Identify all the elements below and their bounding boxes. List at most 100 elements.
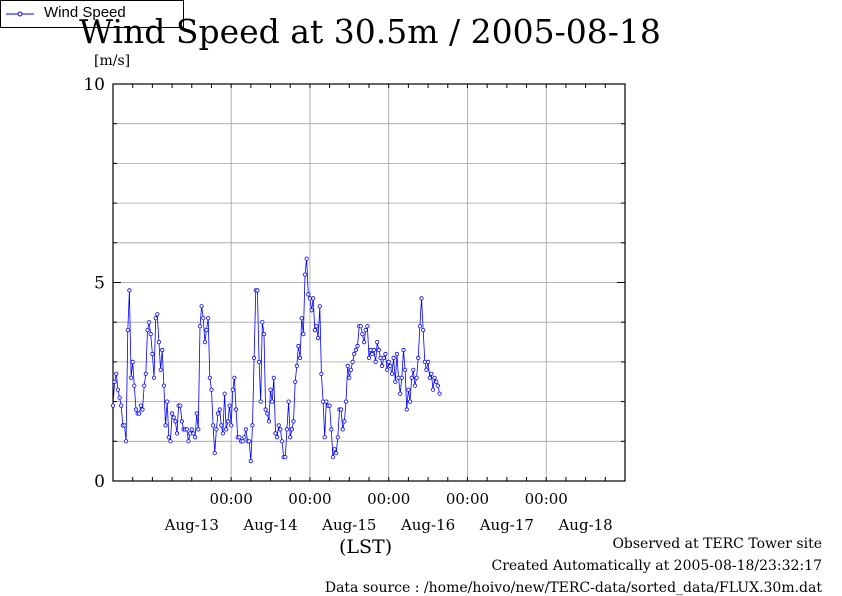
data-point	[352, 351, 357, 357]
data-point	[202, 339, 207, 345]
data-point	[430, 387, 436, 392]
data-point	[350, 359, 355, 364]
data-point	[427, 375, 432, 380]
data-point	[110, 403, 116, 408]
data-point	[302, 272, 308, 277]
data-point	[265, 411, 270, 416]
data-point	[315, 335, 321, 341]
data-point	[422, 359, 427, 364]
data-point	[155, 312, 160, 317]
data-point	[404, 407, 409, 412]
data-point	[376, 347, 381, 353]
x-tick-label: Aug-18	[557, 516, 612, 534]
data-point	[345, 363, 350, 368]
data-point	[273, 431, 278, 436]
data-point	[129, 375, 134, 380]
data-point	[171, 415, 176, 420]
data-point	[342, 419, 347, 424]
data-point	[296, 343, 301, 349]
data-point	[197, 324, 203, 329]
data-point	[206, 316, 211, 321]
data-point	[363, 327, 368, 333]
data-point	[222, 391, 227, 396]
data-point	[384, 367, 390, 372]
data-point	[411, 367, 416, 372]
data-point	[401, 347, 406, 353]
data-point	[219, 423, 224, 428]
data-point	[132, 383, 137, 388]
legend: Wind Speed	[0, 0, 184, 28]
data-point	[284, 427, 289, 432]
data-point	[211, 423, 216, 428]
data-point	[291, 419, 296, 424]
data-point	[288, 435, 293, 440]
data-point	[266, 419, 271, 424]
data-point	[225, 419, 230, 424]
data-point	[312, 327, 317, 333]
y-tick-label: 0	[94, 472, 105, 492]
data-point	[142, 383, 147, 388]
data-point	[212, 451, 217, 456]
data-point	[232, 375, 237, 380]
data-point	[229, 423, 234, 428]
data-point	[314, 324, 319, 329]
data-point	[115, 387, 121, 392]
data-point	[389, 371, 395, 376]
data-point	[324, 399, 329, 404]
data-point	[261, 331, 267, 337]
data-point	[150, 351, 155, 357]
x-tick-label: 00:00	[525, 490, 568, 508]
data-point	[258, 399, 263, 404]
data-point	[407, 399, 413, 404]
data-point	[379, 363, 385, 368]
data-point	[161, 383, 166, 388]
data-point	[240, 439, 245, 444]
data-point	[301, 331, 306, 337]
data-point	[429, 371, 434, 376]
data-point	[186, 439, 191, 444]
data-point	[421, 327, 426, 333]
data-point	[383, 351, 388, 357]
x-tick-label: Aug-13	[164, 516, 219, 534]
legend-label: Wind Speed	[44, 4, 126, 21]
data-point	[334, 451, 339, 456]
data-point	[166, 435, 171, 440]
data-point	[365, 324, 370, 329]
y-axis-unit-label: [m/s]	[94, 53, 131, 69]
data-point	[191, 431, 196, 436]
data-point	[127, 288, 132, 293]
data-point	[402, 367, 408, 372]
data-point	[276, 423, 281, 428]
data-point	[353, 347, 358, 353]
data-point	[199, 304, 204, 309]
data-point	[355, 343, 360, 349]
data-point	[335, 435, 340, 440]
data-point	[289, 427, 294, 432]
data-point	[368, 347, 373, 353]
x-tick-label: Aug-17	[479, 516, 534, 534]
data-point	[217, 407, 222, 412]
data-point	[340, 427, 345, 432]
data-point	[399, 375, 404, 380]
data-point	[271, 375, 276, 380]
data-point	[393, 379, 398, 384]
data-point	[307, 296, 312, 301]
data-point	[179, 419, 184, 424]
data-point	[366, 355, 372, 360]
y-tick-label: 5	[94, 274, 105, 294]
data-point	[163, 423, 168, 428]
data-point	[437, 391, 442, 396]
data-point	[409, 375, 414, 380]
data-point	[375, 339, 380, 345]
data-point	[165, 399, 170, 404]
data-point	[193, 435, 198, 440]
data-point	[122, 423, 127, 428]
data-point	[311, 296, 316, 301]
legend-line-marker-icon	[6, 11, 34, 17]
data-point	[178, 403, 183, 408]
data-point	[143, 371, 148, 376]
data-point	[170, 411, 175, 416]
data-point	[330, 455, 335, 460]
data-point	[250, 423, 255, 428]
